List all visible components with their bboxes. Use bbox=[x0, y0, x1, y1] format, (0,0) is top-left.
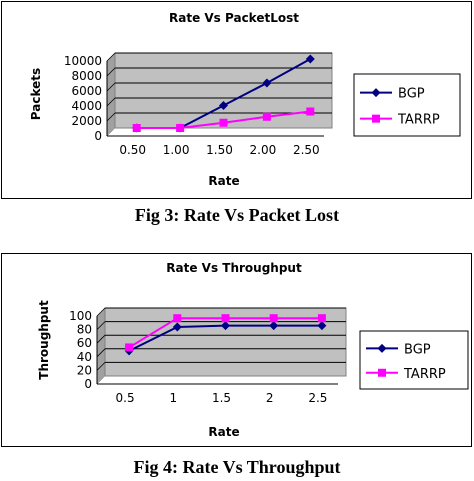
gridline-side bbox=[106, 97, 116, 107]
data-point-bgp bbox=[269, 321, 279, 331]
x-axis-label: Rate bbox=[208, 425, 239, 439]
y-axis-label: Packets bbox=[29, 68, 43, 120]
data-point-bgp bbox=[317, 321, 327, 331]
y-tick-label: 8000 bbox=[71, 69, 102, 83]
x-tick-label: 0.5 bbox=[116, 391, 135, 405]
gridline-side bbox=[96, 334, 106, 344]
legend-label-tarrp: TARRP bbox=[397, 113, 440, 128]
gridline-side bbox=[96, 321, 106, 330]
figure-caption-3: Fig 3: Rate Vs Packet Lost bbox=[134, 205, 340, 225]
legend-marker-tarrp bbox=[372, 114, 380, 123]
y-tick-label: 6000 bbox=[71, 84, 102, 98]
legend-label-bgp: BGP bbox=[398, 87, 425, 102]
y-tick-label: 20 bbox=[77, 363, 92, 377]
data-point-tarrp bbox=[306, 107, 315, 116]
gridline-side bbox=[106, 82, 116, 92]
y-tick-label: 10000 bbox=[64, 54, 102, 68]
legend-label-tarrp: TARRP bbox=[403, 367, 446, 382]
chart-svg-packet-lost: Rate Vs PacketLost 0200040006000800010000… bbox=[29, 11, 461, 188]
x-tick-label: 2.00 bbox=[250, 143, 277, 157]
y-tick-label: 40 bbox=[77, 350, 92, 364]
plot-side-wall bbox=[96, 307, 106, 385]
data-point-tarrp bbox=[269, 314, 278, 323]
legend-marker-bgp bbox=[377, 343, 387, 353]
data-point-tarrp bbox=[176, 124, 185, 132]
x-tick-label: 1.5 bbox=[212, 391, 231, 405]
x-tick-label: 2 bbox=[266, 391, 274, 405]
chart-title: Rate Vs Throughput bbox=[166, 261, 302, 275]
y-tick-label: 4000 bbox=[71, 99, 102, 113]
chart-rate-vs-throughput: Rate Vs Throughput 0 20 40 60 80 100 0.5 1 1.5 2 2.… bbox=[1, 253, 472, 447]
plot-area bbox=[104, 307, 347, 377]
x-tick-label: 1.00 bbox=[163, 143, 190, 157]
data-point-tarrp bbox=[221, 314, 230, 323]
legend-marker-bgp bbox=[371, 88, 381, 98]
data-point-bgp bbox=[305, 54, 315, 64]
data-point-bgp bbox=[221, 321, 230, 331]
legend-marker-tarrp bbox=[378, 368, 386, 377]
chart-rate-vs-packet-lost: Rate Vs PacketLost 0 2000 4000 6000 8000 10000… bbox=[1, 1, 472, 199]
chart-title: Rate Vs PacketLost bbox=[169, 11, 299, 25]
y-tick-label: 100 bbox=[69, 309, 92, 323]
gridline-side bbox=[106, 112, 116, 122]
x-tick-label: 1.50 bbox=[206, 143, 233, 157]
y-tick-label: 80 bbox=[77, 323, 92, 337]
x-tick-label: 2.50 bbox=[293, 143, 320, 157]
data-point-tarrp bbox=[132, 124, 141, 132]
x-tick-label: 2.5 bbox=[308, 391, 327, 405]
x-tick-label: 1 bbox=[169, 391, 177, 405]
y-axis-label: Throughput bbox=[37, 300, 51, 380]
y-tick-label: 0 bbox=[94, 129, 102, 143]
legend-label-bgp: BGP bbox=[404, 342, 431, 357]
data-point-tarrp bbox=[219, 118, 228, 127]
legend-box bbox=[359, 330, 469, 390]
data-point-tarrp bbox=[317, 314, 326, 323]
figure-caption-4: Fig 4: Rate Vs Throughput bbox=[133, 457, 341, 477]
gridline-side bbox=[96, 348, 106, 358]
gridline-side bbox=[106, 67, 116, 77]
data-point-tarrp bbox=[125, 343, 134, 352]
plot-area bbox=[114, 52, 333, 129]
gridline-side bbox=[96, 307, 106, 317]
gridline-side bbox=[106, 52, 116, 62]
data-point-bgp bbox=[172, 322, 182, 332]
x-axis-label: Rate bbox=[208, 174, 239, 188]
y-tick-label: 2000 bbox=[71, 114, 102, 128]
x-tick-label: 0.50 bbox=[119, 143, 146, 157]
y-tick-label: 0 bbox=[84, 377, 92, 391]
gridline-side bbox=[96, 362, 106, 371]
legend-box bbox=[353, 73, 461, 137]
data-point-bgp bbox=[262, 78, 272, 88]
data-point-bgp bbox=[219, 101, 228, 110]
plot-side-wall bbox=[106, 52, 116, 137]
data-point-tarrp bbox=[173, 314, 182, 323]
data-point-tarrp bbox=[262, 112, 271, 121]
y-tick-label: 60 bbox=[77, 336, 92, 350]
